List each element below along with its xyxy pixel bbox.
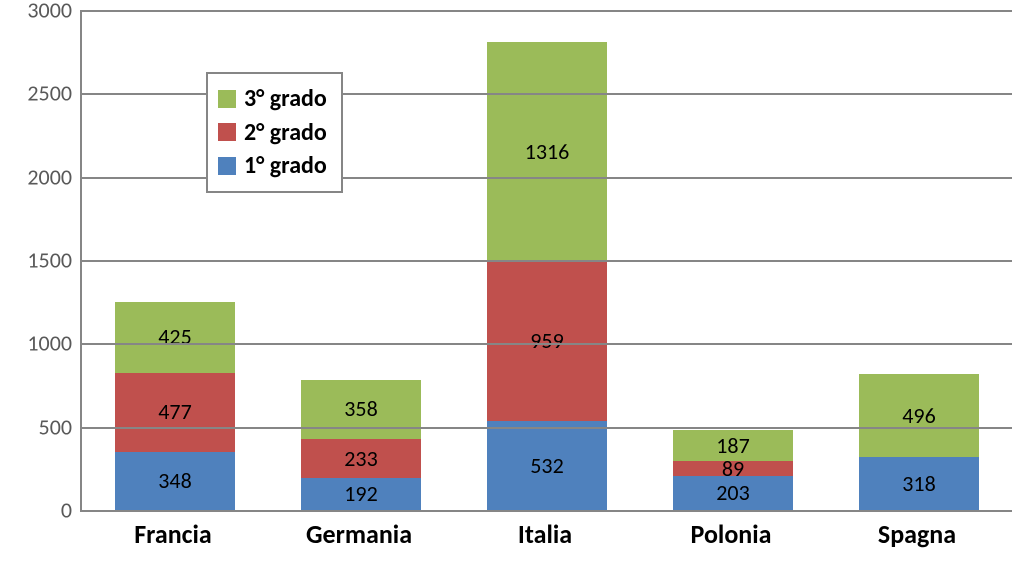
bar-value-label: 318	[902, 473, 935, 495]
legend-swatch	[218, 90, 236, 108]
bar-value-label: 477	[158, 401, 191, 423]
y-tick-label: 2500	[2, 80, 72, 107]
legend-swatch	[218, 157, 236, 175]
bar-segment: 496	[859, 374, 979, 457]
bar-segment: 477	[115, 373, 235, 453]
y-tick-label: 3000	[2, 0, 72, 24]
legend-item: 3° grado	[218, 82, 327, 116]
legend-label: 1° grado	[244, 149, 327, 183]
x-category-label: Italia	[518, 518, 572, 550]
bar-segment: 959	[487, 262, 607, 422]
bar-value-label: 959	[530, 330, 563, 352]
legend-item: 2° grado	[218, 116, 327, 150]
legend: 3° grado2° grado1° grado	[206, 72, 343, 193]
bar-segment: 89	[673, 461, 793, 476]
bar-value-label: 203	[716, 482, 749, 504]
bar-value-label: 187	[716, 435, 749, 457]
x-category-label: Spagna	[878, 518, 956, 550]
bar-segment: 425	[115, 302, 235, 373]
bar-segment: 348	[115, 452, 235, 510]
bar-value-label: 348	[158, 470, 191, 492]
bar-value-label: 358	[344, 398, 377, 420]
bar-segment: 318	[859, 457, 979, 510]
gridline	[82, 260, 1012, 262]
bar-value-label: 1316	[525, 141, 570, 163]
legend-label: 3° grado	[244, 82, 327, 116]
bar-value-label: 496	[902, 405, 935, 427]
bar-segment: 187	[673, 430, 793, 461]
bar-segment: 192	[301, 478, 421, 510]
y-tick-label: 0	[2, 497, 72, 524]
x-category-label: Germania	[306, 518, 412, 550]
stacked-bar-chart: 348 477 425 192 233 358 532 959 1316 203 89 187 318 0…	[0, 0, 1024, 564]
gridline	[82, 343, 1012, 345]
bar-segment: 358	[301, 380, 421, 440]
legend-label: 2° grado	[244, 116, 327, 150]
x-category-label: Francia	[134, 518, 212, 550]
y-tick-label: 1000	[2, 330, 72, 357]
bar-value-label: 192	[344, 483, 377, 505]
legend-item: 1° grado	[218, 149, 327, 183]
gridline	[82, 10, 1012, 12]
y-tick-label: 1500	[2, 247, 72, 274]
bar-segment: 532	[487, 421, 607, 510]
gridline	[82, 427, 1012, 429]
x-category-label: Polonia	[691, 518, 772, 550]
y-tick-label: 2000	[2, 163, 72, 190]
y-tick-label: 500	[2, 413, 72, 440]
legend-swatch	[218, 123, 236, 141]
bar-value-label: 532	[530, 455, 563, 477]
bar-segment: 233	[301, 439, 421, 478]
bar-segment: 1316	[487, 42, 607, 261]
bar-value-label: 233	[344, 448, 377, 470]
